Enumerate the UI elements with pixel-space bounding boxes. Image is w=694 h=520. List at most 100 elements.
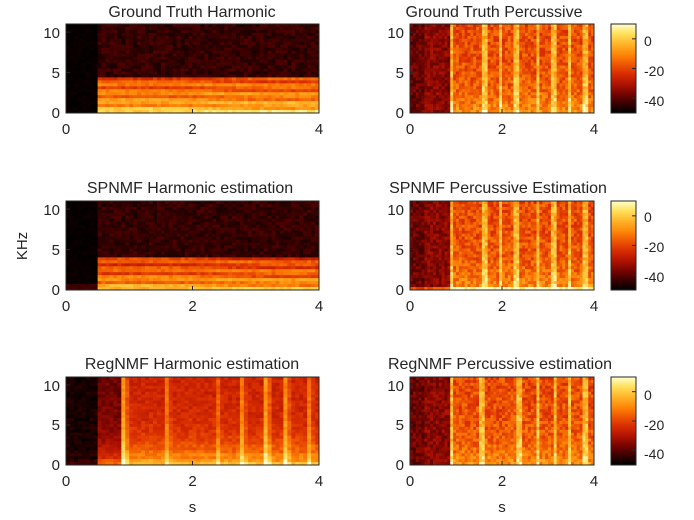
spectrogram-cell — [129, 237, 133, 240]
spectrogram-cell — [248, 71, 252, 74]
spectrogram-cell — [588, 48, 591, 51]
spectrogram-cell — [542, 77, 545, 80]
spectrogram-cell — [468, 69, 471, 72]
spectrogram-cell — [78, 95, 82, 98]
spectrogram-cell — [439, 30, 442, 33]
spectrogram-cell — [133, 243, 137, 246]
spectrogram-cell — [121, 219, 125, 222]
spectrogram-cell — [78, 281, 82, 284]
spectrogram-cell — [181, 95, 185, 98]
spectrogram-cell — [585, 98, 588, 101]
spectrogram-cell — [102, 92, 106, 95]
spectrogram-cell — [98, 104, 102, 107]
spectrogram-cell — [94, 48, 98, 51]
spectrogram-cell — [534, 33, 537, 36]
spectrogram-cell — [165, 80, 169, 83]
spectrogram-cell — [113, 237, 117, 240]
spectrogram-cell — [161, 225, 165, 228]
spectrogram-cell — [433, 33, 436, 36]
spectrogram-cell — [94, 101, 98, 104]
spectrogram-cell — [137, 204, 141, 207]
spectrogram-cell — [137, 219, 141, 222]
spectrogram-cell — [476, 57, 479, 60]
spectrogram-cell — [473, 60, 476, 63]
spectrogram-cell — [482, 95, 485, 98]
spectrogram-cell — [291, 69, 295, 72]
spectrogram-cell — [228, 33, 232, 36]
spectrogram-cell — [424, 30, 427, 33]
spectrogram-cell — [169, 284, 173, 287]
spectrogram-cell — [516, 95, 519, 98]
spectrogram-cell — [502, 27, 505, 30]
spectrogram-cell — [204, 246, 208, 249]
spectrogram-cell — [66, 69, 70, 72]
spectrogram-cell — [196, 77, 200, 80]
spectrogram-cell — [109, 95, 113, 98]
spectrogram-cell — [430, 95, 433, 98]
spectrogram-cell — [177, 213, 181, 216]
spectrogram-cell — [511, 71, 514, 74]
spectrogram-cell — [196, 246, 200, 249]
spectrogram-cell — [534, 45, 537, 48]
spectrogram-cell — [537, 95, 540, 98]
spectrogram-cell — [228, 104, 232, 107]
spectrogram-cell — [493, 98, 496, 101]
spectrogram-cell — [436, 71, 439, 74]
spectrogram-cell — [204, 228, 208, 231]
spectrogram-cell — [66, 257, 70, 260]
spectrogram-cell — [181, 225, 185, 228]
spectrogram-cell — [430, 101, 433, 104]
spectrogram-cell — [141, 246, 145, 249]
spectrogram-cell — [70, 69, 74, 72]
spectrogram-cell — [439, 89, 442, 92]
spectrogram-cell — [453, 54, 456, 57]
spectrogram-cell — [522, 95, 525, 98]
spectrogram-cell — [522, 66, 525, 69]
spectrogram-cell — [562, 86, 565, 89]
spectrogram-cell — [74, 69, 78, 72]
spectrogram-cell — [571, 101, 574, 104]
spectrogram-cell — [98, 45, 102, 48]
spectrogram-cell — [577, 63, 580, 66]
spectrogram-cell — [445, 98, 448, 101]
spectrogram-cell — [169, 234, 173, 237]
spectrogram-cell — [94, 269, 98, 272]
spectrogram-image — [66, 201, 319, 290]
spectrogram-cell — [94, 281, 98, 284]
spectrogram-cell — [106, 30, 110, 33]
spectrogram-cell — [470, 80, 473, 83]
spectrogram-cell — [94, 237, 98, 240]
spectrogram-cell — [232, 42, 236, 45]
spectrogram-cell — [74, 39, 78, 42]
spectrogram-cell — [161, 77, 165, 80]
spectrogram-cell — [450, 69, 453, 72]
spectrogram-cell — [98, 254, 102, 257]
spectrogram-cell — [78, 104, 82, 107]
spectrogram-cell — [177, 92, 181, 95]
spectrogram-cell — [137, 48, 141, 51]
spectrogram-cell — [169, 204, 173, 207]
spectrogram-cell — [295, 83, 299, 86]
spectrogram-cell — [430, 92, 433, 95]
spectrogram-cell — [82, 210, 86, 213]
spectrogram-cell — [70, 284, 74, 287]
spectrogram-cell — [580, 71, 583, 74]
spectrogram-cell — [551, 60, 554, 63]
spectrogram-cell — [157, 266, 161, 269]
spectrogram-cell — [287, 101, 291, 104]
spectrogram-cell — [204, 237, 208, 240]
spectrogram-cell — [102, 281, 106, 284]
spectrogram-cell — [299, 107, 303, 110]
spectrogram-cell — [78, 240, 82, 243]
spectrogram-cell — [189, 219, 193, 222]
spectrogram-cell — [295, 77, 299, 80]
spectrogram-cell — [436, 54, 439, 57]
spectrogram-cell — [193, 263, 197, 266]
spectrogram-cell — [208, 263, 212, 266]
spectrogram-cell — [279, 45, 283, 48]
spectrogram-cell — [121, 228, 125, 231]
spectrogram-cell — [447, 60, 450, 63]
spectrogram-cell — [193, 254, 197, 257]
spectrogram-cell — [181, 54, 185, 57]
spectrogram-cell — [260, 104, 264, 107]
